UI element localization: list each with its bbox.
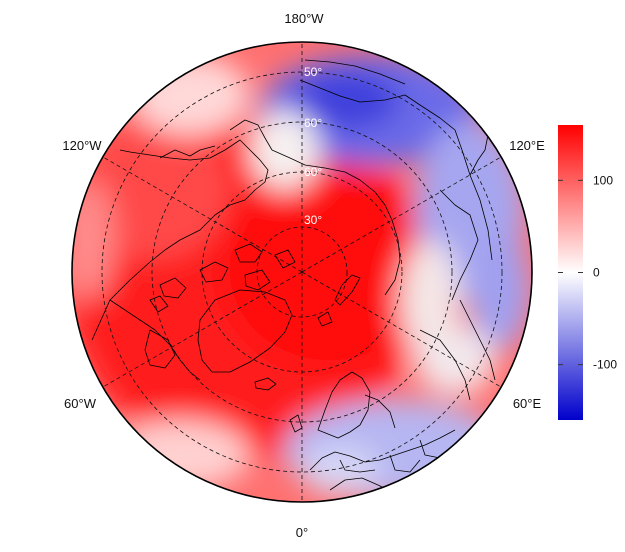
lon-label-bottom: 0° [296, 525, 308, 540]
lat-label-70: 60° [304, 165, 322, 179]
colorbar: 100 0 -100 [558, 125, 617, 420]
graticule [101, 42, 503, 502]
coastlines [91, 59, 496, 493]
colorbar-tick-label-2: -100 [593, 358, 617, 372]
lon-label-lower-right: 60°E [513, 396, 542, 411]
meridian-120e [301, 156, 502, 273]
meridian-60w [102, 271, 303, 388]
colorbar-tick-label-0: 100 [593, 173, 613, 187]
lat-label-50: 50° [304, 65, 322, 79]
lat-label-80: 30° [304, 213, 322, 227]
lat-label-60: 60° [304, 116, 322, 130]
colorbar-tick-label-1: 0 [593, 266, 600, 280]
map-boundary [71, 41, 533, 503]
lon-label-top: 180°W [284, 11, 324, 26]
lon-label-upper-left: 120°W [62, 138, 102, 153]
lat-circle-50 [101, 71, 503, 473]
meridian-60e [301, 271, 502, 388]
lat-circle-60 [151, 121, 453, 423]
meridian-120w [102, 156, 303, 273]
colorbar-ticks: 100 0 -100 [558, 173, 617, 372]
field-shading [72, 42, 532, 502]
lon-label-lower-left: 60°W [64, 396, 97, 411]
lon-label-upper-right: 120°E [509, 138, 545, 153]
